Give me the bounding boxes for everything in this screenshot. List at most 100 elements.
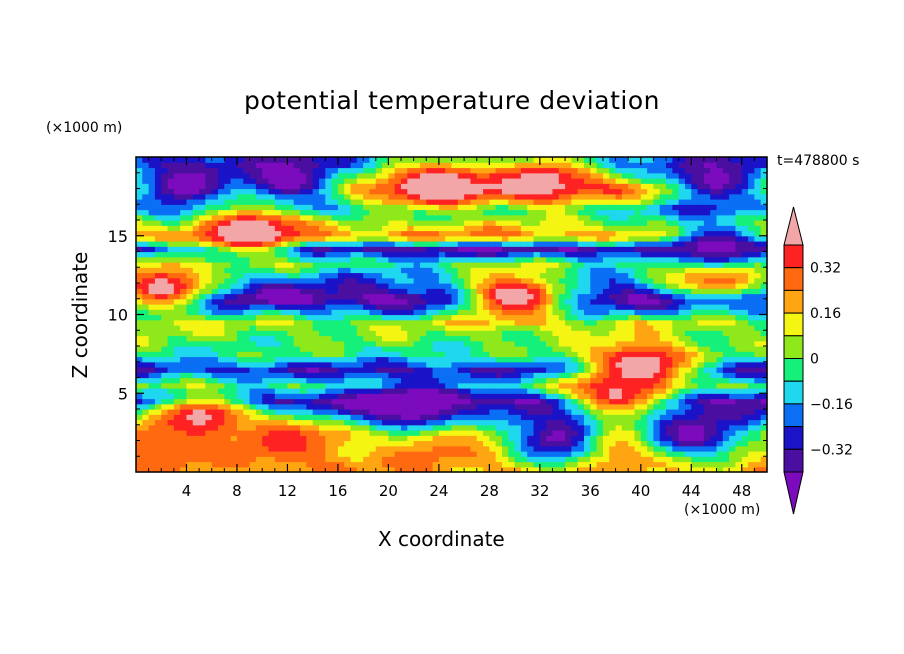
heatmap-cell [344,435,352,442]
heatmap-cell [337,178,345,184]
heatmap-cell [224,314,232,321]
heatmap-cell [382,314,389,321]
heatmap-cell [438,162,446,169]
heatmap-cell [350,209,358,216]
heatmap-cell [337,267,345,274]
heatmap-cell [268,267,276,274]
heatmap-cell [205,309,213,316]
heatmap-cell [457,172,465,179]
heatmap-cell [192,188,200,195]
heatmap-cell [300,172,307,179]
heatmap-cell [300,225,307,232]
heatmap-cell [312,377,320,384]
heatmap-cell [230,440,238,447]
heatmap-cell [527,241,535,247]
heatmap-cell [615,403,623,410]
heatmap-cell [148,440,156,447]
heatmap-cell [527,351,535,358]
heatmap-cell [520,230,528,237]
heatmap-cell [451,246,459,253]
heatmap-cell [407,325,415,331]
heatmap-cell [577,267,585,274]
heatmap-cell [224,445,232,452]
heatmap-cell [167,372,175,379]
heatmap-cell [375,167,383,174]
heatmap-cell [363,382,371,389]
heatmap-cell [596,193,604,200]
heatmap-cell [154,288,162,295]
heatmap-cell [382,157,389,163]
heatmap-cell [318,246,326,253]
heatmap-cell [192,262,200,268]
heatmap-cell [501,193,509,200]
heatmap-cell [344,430,352,436]
heatmap-cell [464,424,472,431]
heatmap-cell [470,388,478,394]
heatmap-cell [369,461,377,468]
heatmap-cell [369,298,377,305]
heatmap-cell [394,209,402,216]
heatmap-cell [539,398,547,405]
heatmap-cell [363,183,371,190]
heatmap-cell [161,414,169,421]
heatmap-cell [558,314,566,321]
heatmap-cell [451,398,459,405]
heatmap-cell [533,178,541,184]
heatmap-cell [432,246,440,253]
heatmap-cell [274,430,282,436]
heatmap-cell [533,214,541,221]
heatmap-cell [243,388,251,394]
heatmap-cell [199,288,207,295]
heatmap-cell [186,283,194,289]
heatmap-cell [413,167,421,174]
heatmap-cell [558,262,566,268]
heatmap-cell [596,346,604,352]
heatmap-cell [293,193,301,200]
heatmap-cell [312,309,320,316]
heatmap-cell [350,293,358,300]
heatmap-cell [344,157,352,163]
heatmap-cell [609,235,617,242]
heatmap-cell [565,451,572,457]
heatmap-cell [173,162,181,169]
heatmap-cell [577,167,585,174]
heatmap-cell [451,157,459,163]
heatmap-cell [495,398,503,405]
heatmap-cell [325,330,333,337]
heatmap-cell [337,414,345,421]
heatmap-cell [173,440,181,447]
heatmap-cell [426,214,434,221]
heatmap-cell [325,277,333,284]
heatmap-cell [243,277,251,284]
heatmap-cell [457,178,465,184]
heatmap-cell [287,162,295,169]
heatmap-cell [432,367,440,373]
heatmap-cell [167,351,175,358]
heatmap-cell [281,430,289,436]
heatmap-cell [325,235,333,242]
heatmap-cell [262,451,270,457]
heatmap-cell [584,178,591,184]
heatmap-cell [281,309,289,316]
heatmap-cell [394,298,402,305]
heatmap-cell [552,293,560,300]
heatmap-cell [199,451,207,457]
heatmap-cell [407,283,415,289]
heatmap-cell [243,178,251,184]
heatmap-cell [609,220,617,226]
heatmap-cell [546,172,554,179]
heatmap-cell [161,377,169,384]
heatmap-cell [464,346,472,352]
heatmap-cell [199,277,207,284]
heatmap-cell [407,330,415,337]
heatmap-cell [136,314,143,321]
heatmap-cell [230,419,238,426]
heatmap-cell [388,325,396,331]
heatmap-cell [331,409,339,415]
heatmap-cell [186,235,194,242]
heatmap-cell [363,388,371,394]
heatmap-cell [325,435,333,442]
heatmap-cell [457,193,465,200]
heatmap-cell [306,325,314,331]
heatmap-cell [318,382,326,389]
